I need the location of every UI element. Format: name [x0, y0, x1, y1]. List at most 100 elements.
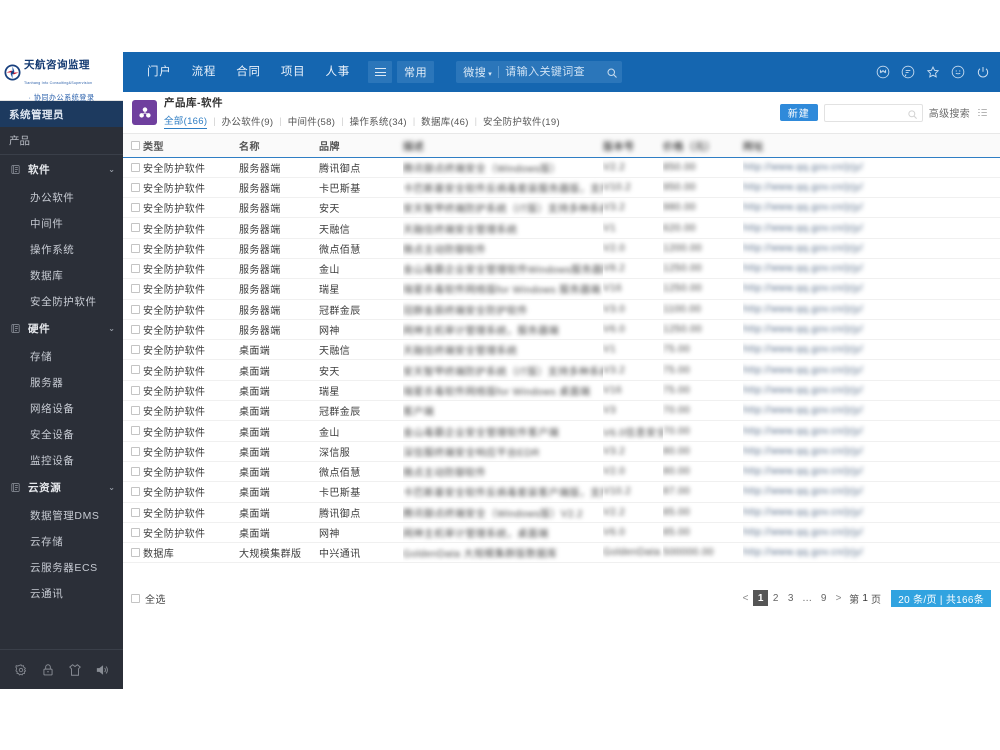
cell-url[interactable]: http://www.qq.gov.cn/jrjy/: [743, 217, 1000, 239]
cell-url[interactable]: http://www.qq.gov.cn/jrjy/: [743, 157, 1000, 178]
top-nav-门户[interactable]: 门户: [147, 66, 172, 78]
cell-url[interactable]: http://www.qq.gov.cn/jrjy/: [743, 461, 1000, 483]
per-page-summary[interactable]: 20 条/页 | 共166条: [891, 589, 991, 607]
sidebar-item-监控设备[interactable]: 监控设备: [30, 454, 75, 467]
cell-url[interactable]: http://www.qq.gov.cn/jrjy/: [743, 258, 1000, 280]
cell-url[interactable]: http://www.qq.gov.cn/jrjy/: [743, 441, 1000, 462]
table-row[interactable]: 安全防护软件 服务器端 安天 安天智甲终端防护系统（IT版）支持多种系统 V3.2 980…: [123, 197, 1000, 219]
table-row[interactable]: 安全防护软件 桌面端 瑞星 瑞星杀毒软件网络版for Windows 桌面端 V16 75…: [123, 380, 1000, 402]
jump-page-input[interactable]: 1: [862, 592, 868, 604]
chevron-down-icon[interactable]: ⌄: [108, 324, 115, 333]
row-checkbox-cell[interactable]: [123, 522, 143, 544]
table-row[interactable]: 安全防护软件 服务器端 网神 网神主机审计管理系统，服务器端 V6.0 1250.00 ht…: [123, 319, 1000, 341]
row-checkbox[interactable]: [131, 182, 140, 192]
cell-url[interactable]: http://www.qq.gov.cn/jrjy/: [743, 197, 1000, 219]
row-checkbox-cell[interactable]: [123, 420, 143, 442]
sidebar-item-云通讯[interactable]: 云通讯: [30, 587, 64, 600]
common-apps-button[interactable]: 常用: [397, 61, 435, 83]
search-scope-select[interactable]: 微搜 ▾: [463, 64, 492, 80]
pagination-next[interactable]: >: [835, 592, 842, 604]
row-checkbox[interactable]: [131, 345, 140, 355]
tab-安全防护软件(19)[interactable]: 安全防护软件(19): [483, 116, 560, 128]
table-row[interactable]: 安全防护软件 桌面端 腾讯御点 腾讯御点终端安全（Windows版）V2.2 V2.2 8…: [123, 502, 1000, 523]
sidebar-group-软件[interactable]: 软件 ⌄: [0, 155, 123, 184]
row-checkbox-cell[interactable]: [123, 542, 143, 564]
select-all-control[interactable]: 全选: [131, 591, 166, 606]
sidebar-item-服务器[interactable]: 服务器: [30, 376, 64, 389]
table-row[interactable]: 安全防护软件 服务器端 天融信 天融信终端安全管理系统 V1 620.00 http://w…: [123, 217, 1000, 239]
smiley-circle-icon[interactable]: [951, 65, 965, 79]
search-input[interactable]: [505, 66, 606, 78]
row-checkbox-cell[interactable]: [123, 339, 143, 361]
chevron-down-icon[interactable]: ⌄: [108, 483, 115, 492]
row-checkbox[interactable]: [131, 263, 140, 273]
cell-url[interactable]: http://www.qq.gov.cn/jrjy/: [743, 420, 1000, 442]
row-checkbox-cell[interactable]: [123, 278, 143, 300]
table-row[interactable]: 安全防护软件 桌面端 深信服 深信服终端安全响应平台EDR V3.2 80.00 http:…: [123, 441, 1000, 462]
mail-circle-icon[interactable]: [876, 65, 890, 79]
sidebar-item-数据管理DMS[interactable]: 数据管理DMS: [30, 509, 100, 522]
sidebar-item-办公软件[interactable]: 办公软件: [30, 191, 75, 204]
cell-url[interactable]: http://www.qq.gov.cn/jrjy/: [743, 359, 1000, 381]
row-checkbox-cell[interactable]: [123, 380, 143, 402]
cell-url[interactable]: http://www.qq.gov.cn/jrjy/: [743, 400, 1000, 422]
cell-url[interactable]: http://www.qq.gov.cn/jrjy/: [743, 502, 1000, 523]
sidebar-item-操作系统[interactable]: 操作系统: [30, 243, 75, 256]
global-search[interactable]: 微搜 ▾: [456, 61, 623, 83]
row-checkbox-cell[interactable]: [123, 157, 143, 178]
top-nav-合同[interactable]: 合同: [236, 66, 261, 78]
row-checkbox[interactable]: [131, 466, 140, 476]
shirt-icon[interactable]: [68, 663, 82, 677]
table-row[interactable]: 安全防护软件 服务器端 金山 金山毒霸企业安全管理软件Windows服务器版 V8.2 1…: [123, 258, 1000, 280]
row-checkbox[interactable]: [131, 487, 140, 497]
tab-全部(166)[interactable]: 全部(166): [164, 113, 208, 129]
pagination-page-2[interactable]: 2: [772, 592, 779, 604]
row-checkbox[interactable]: [131, 203, 140, 213]
table-row[interactable]: 安全防护软件 服务器端 瑞星 瑞星杀毒软件网络版for Windows 服务器端 V16…: [123, 278, 1000, 300]
advanced-search-button[interactable]: 高级搜索: [928, 109, 970, 120]
row-checkbox-cell[interactable]: [123, 299, 143, 320]
tab-操作系统(34)[interactable]: 操作系统(34): [349, 116, 407, 128]
tab-数据库(46)[interactable]: 数据库(46): [421, 116, 469, 128]
row-checkbox-cell[interactable]: [123, 238, 143, 259]
list-search-input[interactable]: [828, 107, 907, 118]
cell-url[interactable]: http://www.qq.gov.cn/jrjy/: [743, 319, 1000, 341]
table-row[interactable]: 安全防护软件 桌面端 卡巴斯基 卡巴斯基安全软件反病毒套装客户端版，支持... V10.…: [123, 481, 1000, 503]
pagination-page-1[interactable]: 1: [753, 590, 769, 606]
pagination-prev[interactable]: <: [742, 592, 749, 604]
pagination-page-3[interactable]: 3: [787, 592, 794, 604]
cell-url[interactable]: http://www.qq.gov.cn/jrjy/: [743, 522, 1000, 544]
cell-url[interactable]: http://www.qq.gov.cn/jrjy/: [743, 339, 1000, 361]
row-checkbox-cell[interactable]: [123, 217, 143, 239]
sidebar-item-云服务器ECS[interactable]: 云服务器ECS: [30, 561, 98, 574]
table-row[interactable]: 安全防护软件 桌面端 网神 网神主机审计管理系统，桌面端 V6.0 85.00 http:/…: [123, 522, 1000, 544]
pagination-page-…[interactable]: …: [802, 592, 813, 604]
list-view-icon[interactable]: [976, 106, 989, 119]
row-checkbox-cell[interactable]: [123, 177, 143, 199]
sidebar-group-硬件[interactable]: 硬件 ⌄: [0, 314, 123, 343]
volume-icon[interactable]: [95, 663, 109, 677]
row-checkbox[interactable]: [131, 527, 140, 537]
table-row[interactable]: 安全防护软件 桌面端 微点佰慧 微点主动防御软件 V2.0 80.00 http://www…: [123, 461, 1000, 483]
table-row[interactable]: 数据库 大规模集群版 中兴通讯 GoldenData 大规模集群版数据库 GoldenD…: [123, 542, 1000, 564]
star-icon[interactable]: [926, 65, 940, 79]
chevron-down-icon[interactable]: ⌄: [108, 165, 115, 174]
row-checkbox[interactable]: [131, 324, 140, 334]
row-checkbox[interactable]: [131, 385, 140, 395]
row-checkbox-cell[interactable]: [123, 197, 143, 219]
row-checkbox-cell[interactable]: [123, 359, 143, 381]
sidebar-item-存储[interactable]: 存储: [30, 350, 53, 363]
tab-中间件(58)[interactable]: 中间件(58): [287, 116, 336, 128]
cell-url[interactable]: http://www.qq.gov.cn/jrjy/: [743, 299, 1000, 320]
cell-url[interactable]: http://www.qq.gov.cn/jrjy/: [743, 542, 1000, 564]
table-row[interactable]: 安全防护软件 桌面端 天融信 天融信终端安全管理系统 V1 75.00 http://www…: [123, 339, 1000, 361]
top-nav-人事[interactable]: 人事: [325, 66, 351, 78]
select-all-checkbox[interactable]: [131, 593, 140, 603]
lock-icon[interactable]: [41, 663, 55, 677]
gear-icon[interactable]: [14, 663, 28, 677]
sidebar-item-安全防护软件[interactable]: 安全防护软件: [30, 295, 97, 308]
table-row[interactable]: 安全防护软件 桌面端 安天 安天智甲终端防护系统（IT版）支持多种系统 V3.2 75.0…: [123, 359, 1000, 381]
row-checkbox-cell[interactable]: [123, 441, 143, 462]
row-checkbox[interactable]: [131, 426, 140, 436]
row-checkbox[interactable]: [131, 507, 140, 517]
